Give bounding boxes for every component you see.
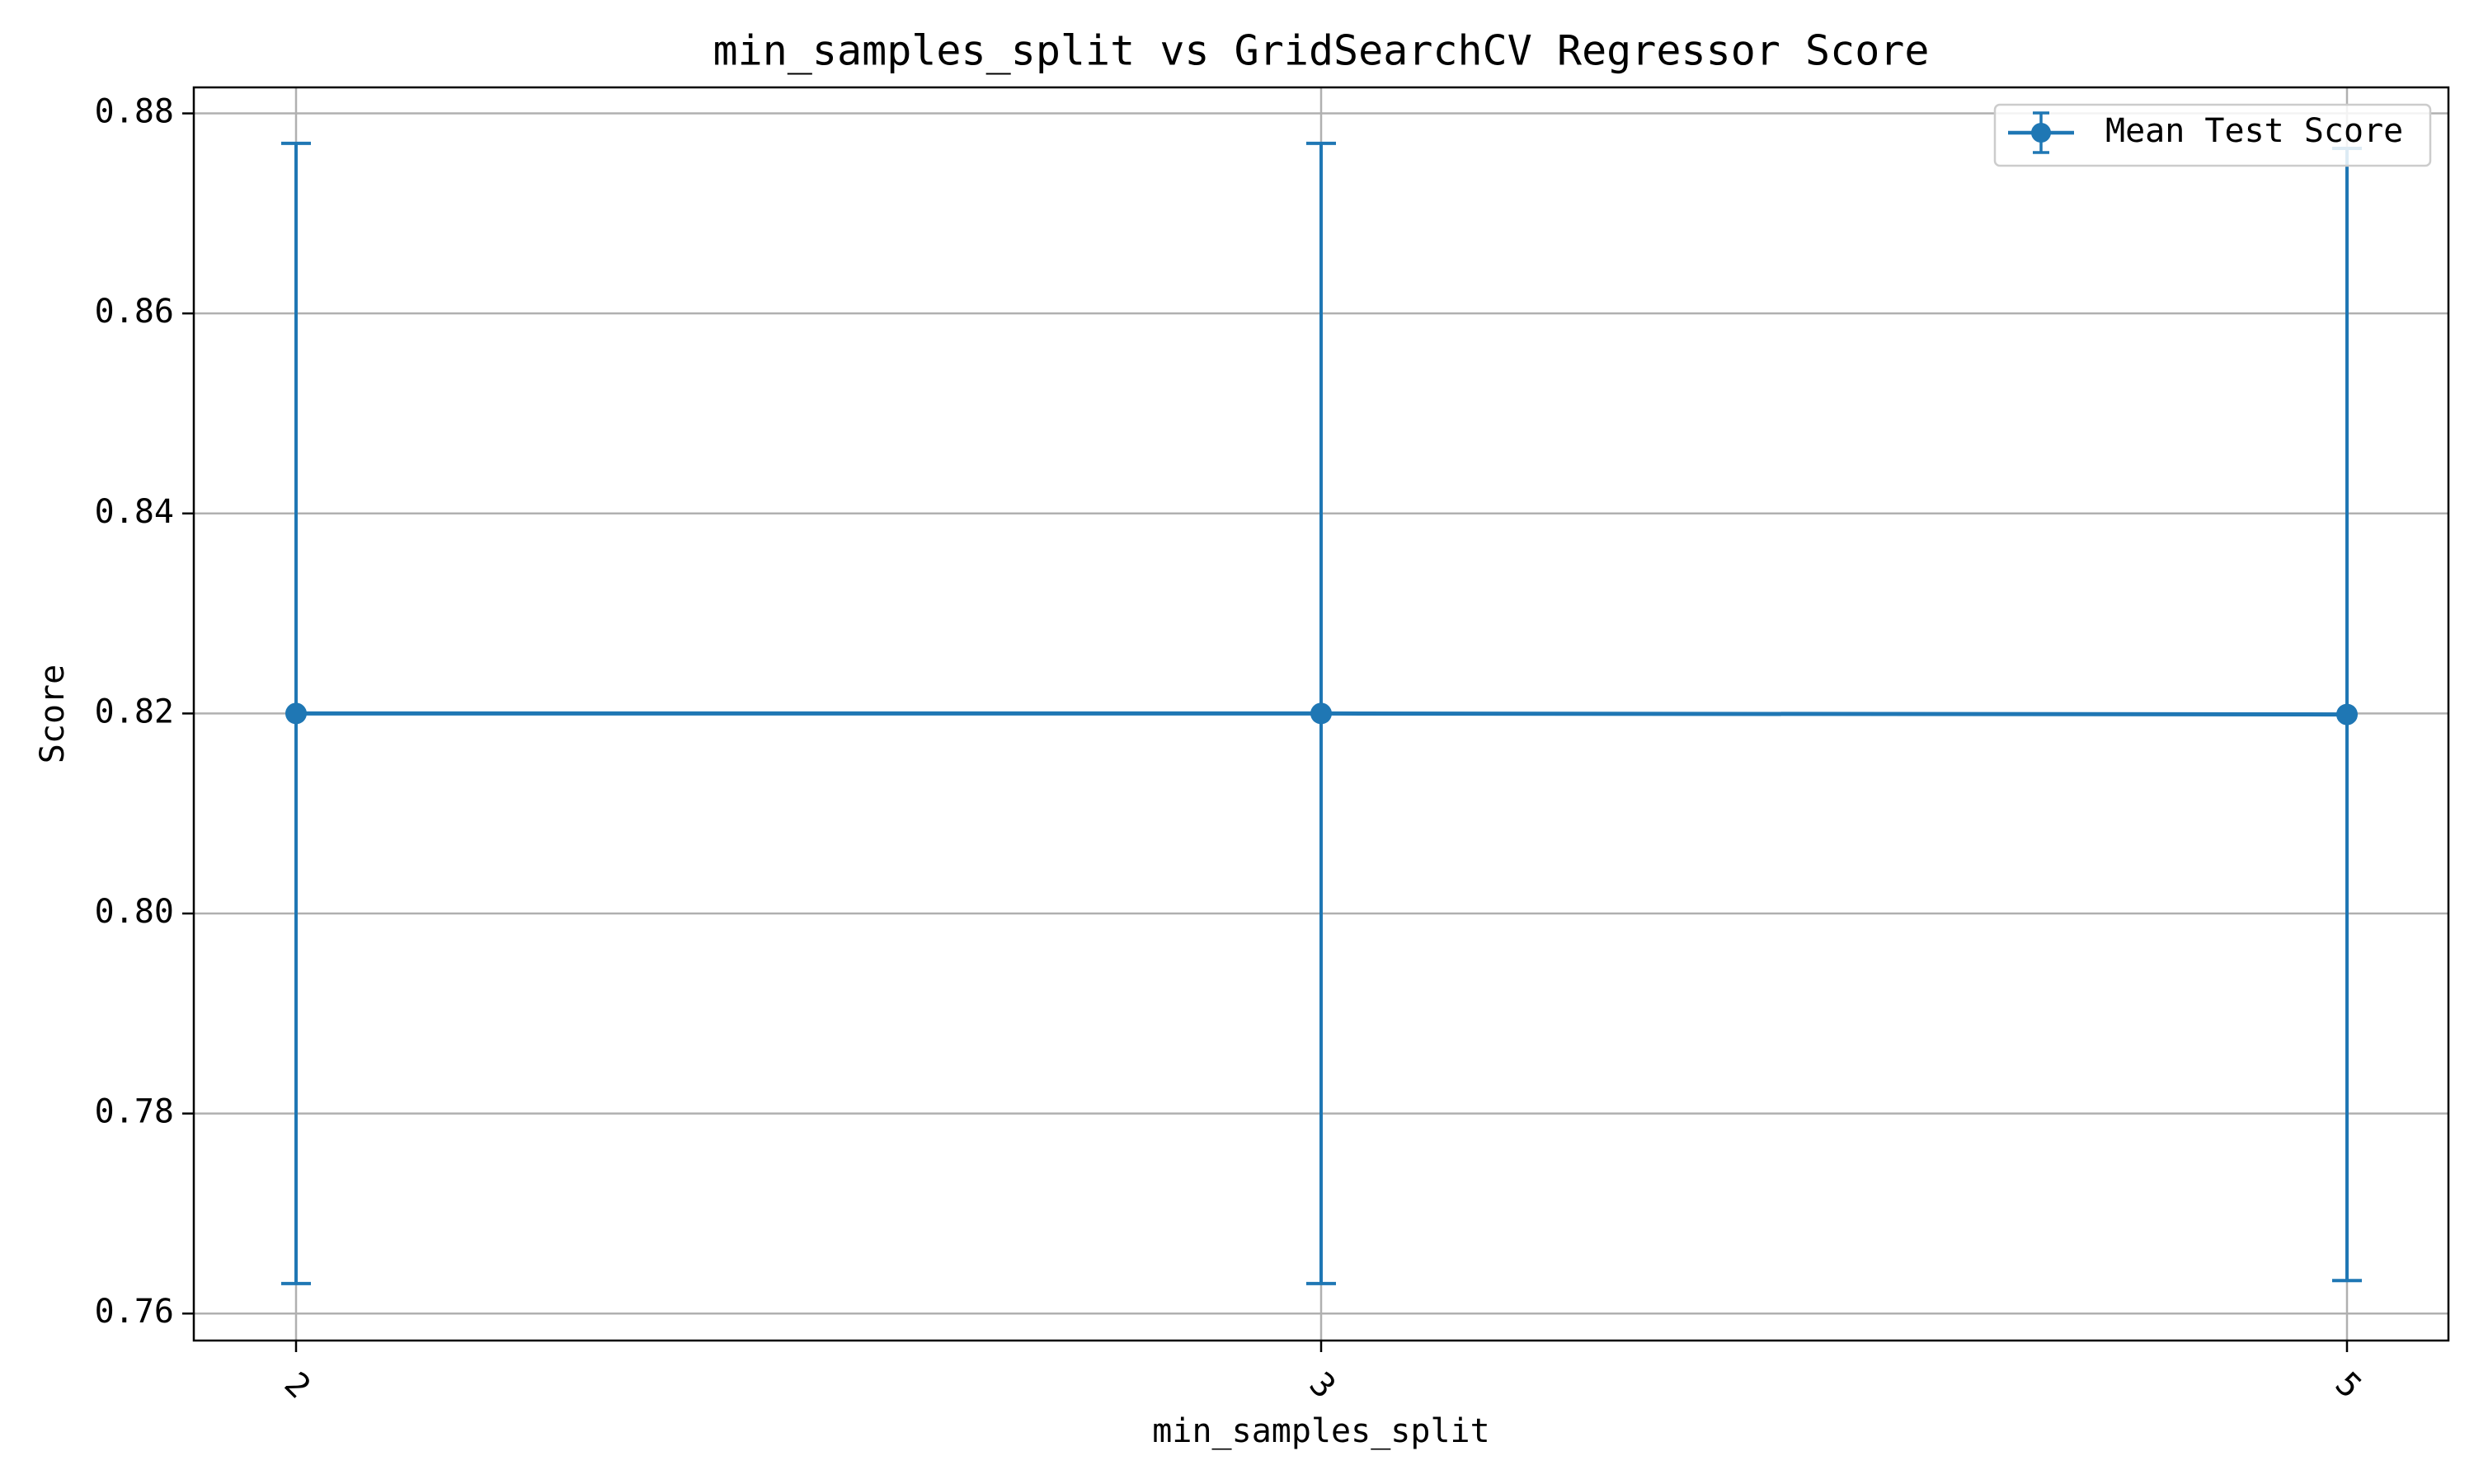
y-tick-label: 0.88 <box>95 93 174 131</box>
y-tick-label: 0.76 <box>95 1293 174 1331</box>
legend: Mean Test Score <box>1993 103 2432 167</box>
data-point <box>285 702 307 725</box>
legend-marker <box>2031 123 2051 143</box>
y-axis-label: Score <box>34 665 72 763</box>
x-axis-label: min_samples_split <box>1152 1412 1489 1450</box>
y-tick-label: 0.82 <box>95 693 174 730</box>
chart-title: min_samples_split vs GridSearchCV Regres… <box>713 27 1929 75</box>
y-axis-ticks: 0.76 0.78 0.80 0.82 0.84 0.86 0.88 <box>95 93 194 1331</box>
legend-frame <box>1993 103 2432 167</box>
y-tick-label: 0.78 <box>95 1093 174 1131</box>
data-point <box>2336 703 2358 726</box>
y-tick-label: 0.86 <box>95 293 174 331</box>
series-layer <box>281 141 2362 1285</box>
data-point <box>1310 702 1332 725</box>
y-tick-label: 0.80 <box>95 893 174 931</box>
y-tick-label: 0.84 <box>95 493 174 531</box>
legend-entry-mean-test-score: Mean Test Score <box>2105 112 2403 150</box>
